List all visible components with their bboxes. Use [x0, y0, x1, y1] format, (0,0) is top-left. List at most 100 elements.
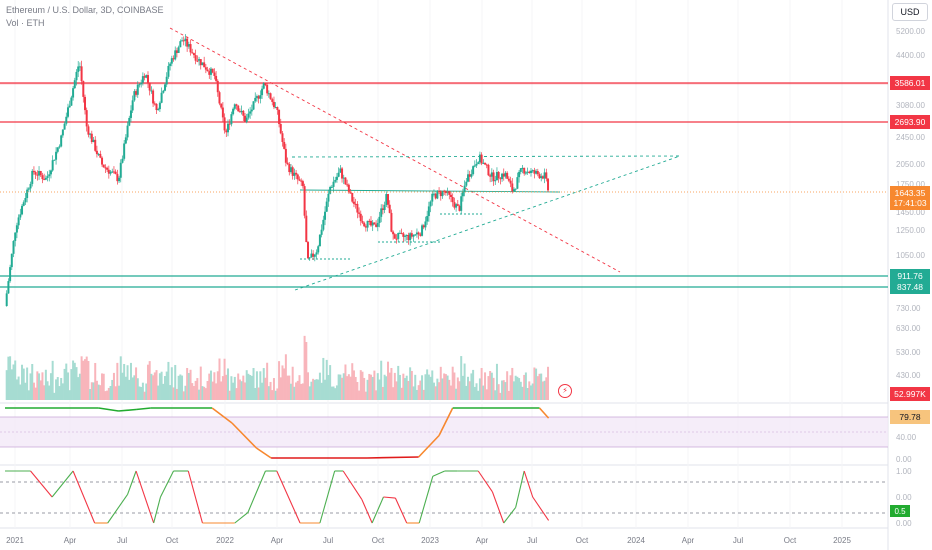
volume-bar — [73, 362, 76, 400]
candle — [356, 203, 359, 213]
currency-button[interactable]: USD — [892, 3, 928, 21]
volume-bar — [376, 373, 379, 400]
volume-bar — [250, 375, 253, 400]
volume-bar — [181, 375, 184, 400]
volume-bar — [160, 371, 163, 400]
candle — [141, 76, 144, 83]
candle — [392, 231, 395, 235]
candle — [135, 91, 138, 95]
candle — [164, 84, 167, 91]
volume-bar — [87, 361, 90, 400]
volume-bar — [77, 377, 80, 400]
volume-tag — [890, 387, 930, 401]
price-tick-label: 1050.00 — [896, 251, 925, 260]
candle — [26, 189, 29, 199]
volume-bar — [152, 375, 155, 400]
volume-bar — [449, 385, 452, 400]
candle — [339, 168, 342, 173]
candle — [65, 116, 68, 124]
candle — [175, 50, 178, 53]
oscillator-2-line — [247, 470, 266, 513]
candle — [44, 177, 47, 180]
candle — [279, 124, 282, 134]
candle — [82, 80, 85, 97]
candle — [381, 208, 384, 211]
candle — [89, 133, 92, 135]
candle — [39, 171, 42, 176]
candle — [456, 204, 459, 206]
volume-bar — [167, 361, 170, 400]
volume-bar — [409, 367, 412, 400]
candle — [78, 66, 81, 68]
volume-bar — [82, 360, 85, 400]
price-tick-label: 530.00 — [896, 348, 921, 357]
candle — [415, 232, 418, 235]
volume-bar — [244, 382, 247, 400]
candle — [70, 97, 73, 106]
candle — [104, 167, 107, 169]
candle — [225, 130, 228, 133]
oscillator-1-tag — [890, 410, 930, 424]
candle — [238, 111, 241, 113]
candle — [48, 174, 51, 177]
candle — [106, 167, 109, 170]
candle — [424, 221, 427, 228]
volume-bar — [429, 376, 432, 400]
candle — [504, 172, 507, 177]
candle — [68, 105, 71, 108]
volume-bar — [269, 381, 272, 400]
volume-bar — [221, 376, 224, 400]
volume-bar — [490, 372, 493, 400]
volume-bar — [443, 373, 446, 400]
volume-bar — [529, 385, 532, 400]
volume-bar — [359, 370, 362, 400]
volume-bar — [482, 385, 485, 400]
volume-bar — [465, 385, 468, 400]
candle — [478, 154, 481, 163]
candle — [289, 167, 292, 173]
candle — [351, 192, 354, 202]
volume-bar — [335, 385, 338, 400]
ascending-trendline — [294, 155, 681, 291]
volume-bar — [61, 383, 64, 400]
volume-bar — [334, 388, 337, 400]
level-tag — [890, 269, 930, 283]
oscillator-2-line — [159, 470, 175, 498]
volume-bar — [397, 365, 400, 400]
candle — [441, 190, 444, 197]
volume-bar — [281, 365, 284, 400]
volume-bar — [402, 373, 405, 400]
candle — [470, 174, 473, 177]
volume-bar — [431, 370, 434, 400]
volume-bar — [514, 375, 517, 400]
oscillator-1-tick: 0.00 — [896, 455, 912, 464]
flash-icon[interactable]: ⚡ — [558, 384, 572, 398]
volume-bar — [157, 385, 160, 400]
candle — [12, 240, 15, 254]
candle — [482, 162, 485, 164]
candle — [463, 185, 466, 192]
candle — [492, 172, 495, 182]
candle — [521, 167, 524, 169]
volume-bar — [247, 373, 250, 400]
volume-bar — [145, 383, 148, 400]
volume-bar — [85, 356, 88, 400]
volume-bar — [312, 378, 315, 400]
volume-bar — [495, 363, 498, 400]
volume-bar — [307, 372, 310, 400]
symbol-title: Ethereum / U.S. Dollar, 3D, COINBASE — [6, 5, 164, 15]
volume-bar — [461, 375, 464, 400]
volume-bar — [136, 378, 139, 400]
volume-bar — [121, 372, 124, 400]
volume-bar — [352, 370, 355, 400]
oscillator-2-tag — [890, 505, 910, 517]
volume-bar — [489, 371, 492, 400]
candle — [284, 148, 287, 163]
oscillator-2-line — [187, 470, 203, 524]
volume-bar — [472, 369, 475, 400]
candle — [274, 107, 277, 109]
volume-bar — [10, 369, 13, 400]
volume-bar — [123, 363, 126, 400]
candle — [201, 62, 204, 66]
